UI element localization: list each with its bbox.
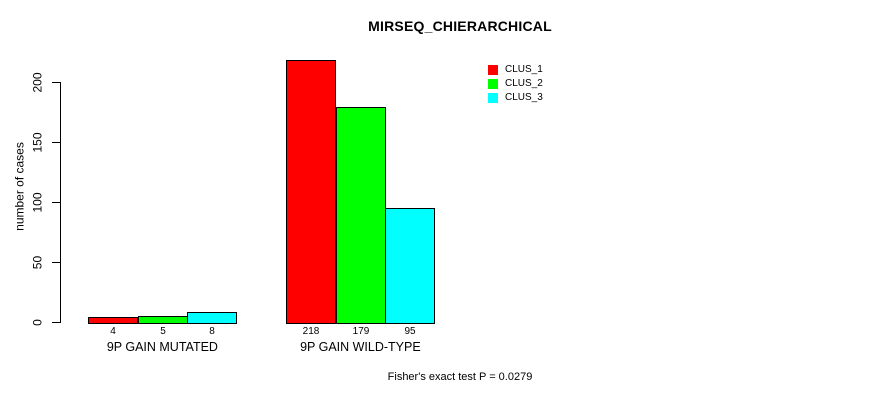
bar-clus_2-2 xyxy=(336,107,386,324)
legend-label-clus3: CLUS_3 xyxy=(505,92,543,103)
bar-value-label: 95 xyxy=(404,326,416,337)
legend: CLUS_1 CLUS_2 CLUS_3 xyxy=(488,65,543,107)
y-tick-label: 200 xyxy=(30,71,45,93)
legend-swatch-clus3 xyxy=(488,93,498,103)
y-tick-label: 0 xyxy=(30,318,45,326)
y-tick-mark xyxy=(52,201,60,203)
bar-value-label: 4 xyxy=(110,326,116,337)
legend-label-clus1: CLUS_1 xyxy=(505,64,543,75)
legend-item: CLUS_1 xyxy=(488,65,543,75)
legend-swatch-clus1 xyxy=(488,65,498,75)
bar-value-label: 218 xyxy=(302,326,320,337)
y-tick-mark xyxy=(52,321,60,323)
footnote-pvalue: Fisher's exact test P = 0.0279 xyxy=(387,371,533,383)
bar-value-label: 179 xyxy=(352,326,370,337)
legend-swatch-clus2 xyxy=(488,79,498,89)
y-tick-mark xyxy=(52,81,60,83)
y-tick-label: 50 xyxy=(30,255,45,269)
bar-value-label: 8 xyxy=(209,326,215,337)
x-category-label: 9P GAIN MUTATED xyxy=(106,340,218,354)
legend-label-clus2: CLUS_2 xyxy=(505,78,543,89)
y-tick-label: 150 xyxy=(30,131,45,153)
y-tick-mark xyxy=(52,141,60,143)
chart-title: MIRSEQ_CHIERARCHICAL xyxy=(368,18,552,34)
legend-item: CLUS_3 xyxy=(488,93,543,103)
y-axis-line xyxy=(60,82,61,323)
y-axis-label: number of cases xyxy=(12,142,27,231)
bar-clus_1-2 xyxy=(286,60,336,324)
y-tick-label: 100 xyxy=(30,191,45,213)
bar-clus_3-1 xyxy=(187,312,237,324)
bar-clus_3-2 xyxy=(385,208,435,324)
y-tick-mark xyxy=(52,261,60,263)
bar-clus_2-1 xyxy=(138,316,188,324)
legend-item: CLUS_2 xyxy=(488,79,543,89)
bar-value-label: 5 xyxy=(160,326,166,337)
bar-clus_1-1 xyxy=(88,317,138,324)
x-category-label: 9P GAIN WILD-TYPE xyxy=(300,340,421,354)
